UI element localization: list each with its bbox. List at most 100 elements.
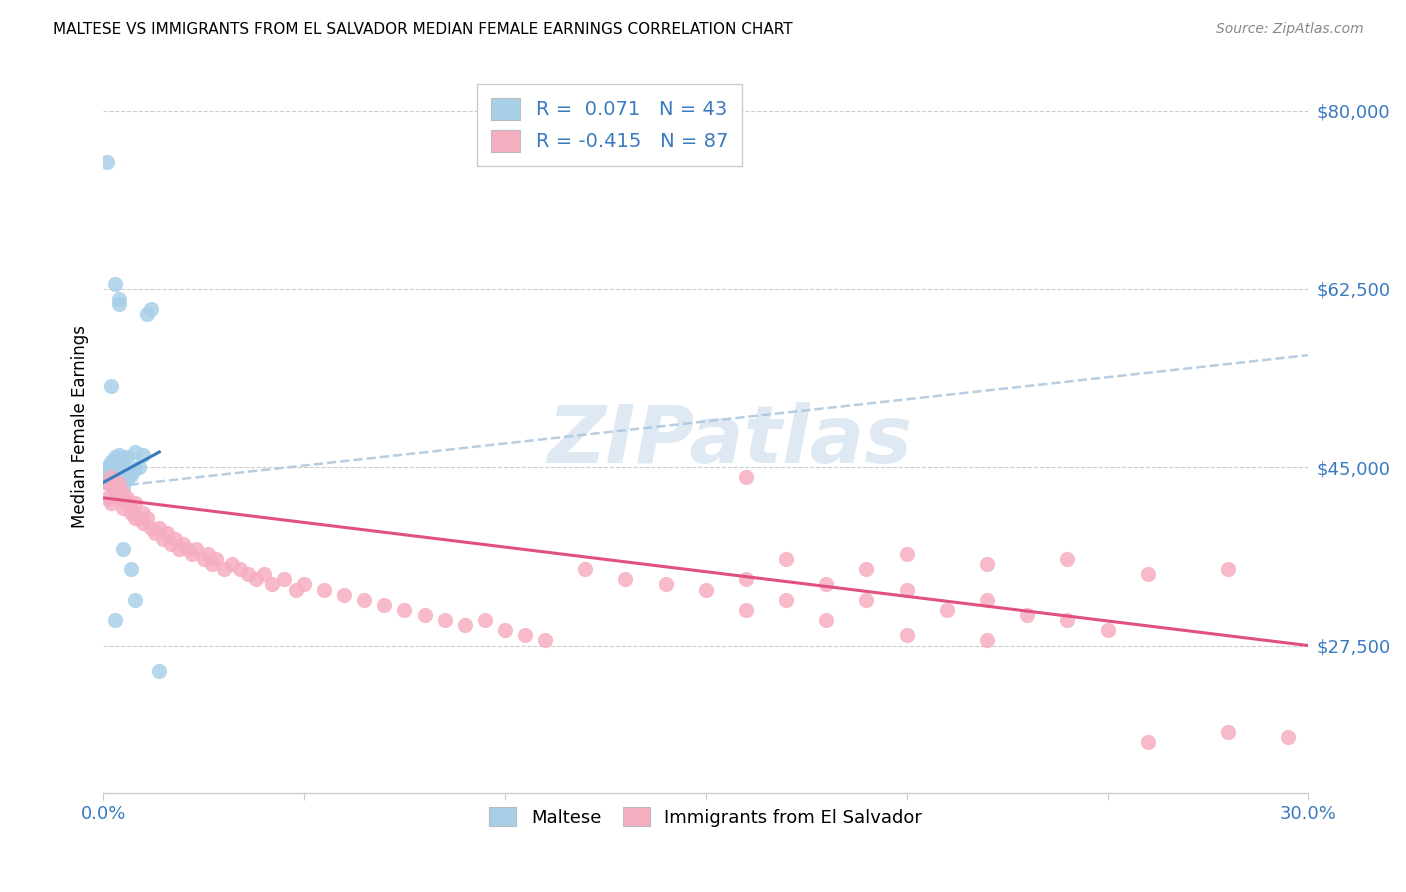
Point <box>112 541 135 556</box>
Point <box>1277 731 1299 745</box>
Point <box>124 496 146 510</box>
Point <box>108 297 131 311</box>
Point <box>513 628 536 642</box>
Point <box>100 496 122 510</box>
Point <box>108 292 131 306</box>
Point <box>128 460 150 475</box>
Point <box>96 475 118 490</box>
Point <box>96 154 118 169</box>
Point <box>128 511 150 525</box>
Point <box>253 567 276 582</box>
Point <box>115 450 138 464</box>
Point <box>494 624 516 638</box>
Point <box>815 577 838 591</box>
Point <box>112 452 135 467</box>
Point <box>100 470 122 484</box>
Point <box>148 521 170 535</box>
Point <box>236 567 259 582</box>
Point <box>169 541 191 556</box>
Point <box>1216 562 1239 576</box>
Point <box>976 633 998 648</box>
Point <box>1216 725 1239 739</box>
Point <box>574 562 596 576</box>
Point <box>112 501 135 516</box>
Point <box>132 506 155 520</box>
Point <box>108 448 131 462</box>
Point <box>197 547 219 561</box>
Point <box>104 475 127 490</box>
Point <box>96 466 118 480</box>
Point <box>353 592 375 607</box>
Point <box>160 536 183 550</box>
Point <box>104 485 127 500</box>
Point <box>735 572 758 586</box>
Point <box>104 460 127 475</box>
Text: ZIPatlas: ZIPatlas <box>547 402 912 480</box>
Point <box>156 526 179 541</box>
Point <box>108 491 131 505</box>
Point <box>112 481 135 495</box>
Point <box>108 470 131 484</box>
Point <box>373 598 395 612</box>
Point <box>100 475 122 490</box>
Point <box>394 603 416 617</box>
Point <box>120 468 142 483</box>
Point <box>201 557 224 571</box>
Point <box>100 469 122 483</box>
Point <box>100 458 122 473</box>
Point <box>100 474 122 488</box>
Point <box>120 562 142 576</box>
Point <box>152 532 174 546</box>
Point <box>104 481 127 495</box>
Point <box>1097 624 1119 638</box>
Point <box>148 664 170 678</box>
Point <box>100 467 122 482</box>
Point <box>896 547 918 561</box>
Point <box>695 582 717 597</box>
Point <box>136 307 159 321</box>
Point <box>775 592 797 607</box>
Point <box>285 582 308 597</box>
Point <box>115 496 138 510</box>
Point <box>333 588 356 602</box>
Point <box>314 582 336 597</box>
Point <box>115 473 138 487</box>
Point <box>100 455 122 469</box>
Point <box>1056 613 1078 627</box>
Point <box>413 607 436 622</box>
Point <box>120 466 142 480</box>
Point <box>132 516 155 531</box>
Point <box>176 541 198 556</box>
Legend: Maltese, Immigrants from El Salvador: Maltese, Immigrants from El Salvador <box>481 797 931 836</box>
Point <box>245 572 267 586</box>
Point <box>100 462 122 476</box>
Point <box>96 464 118 478</box>
Point <box>96 468 118 483</box>
Point <box>108 475 131 490</box>
Point <box>896 582 918 597</box>
Point <box>100 461 122 475</box>
Point <box>96 491 118 505</box>
Point <box>855 562 877 576</box>
Point <box>108 458 131 473</box>
Point <box>104 466 127 480</box>
Text: Source: ZipAtlas.com: Source: ZipAtlas.com <box>1216 22 1364 37</box>
Point <box>221 557 243 571</box>
Point <box>260 577 283 591</box>
Point <box>104 455 127 469</box>
Point <box>896 628 918 642</box>
Point <box>935 603 957 617</box>
Point <box>180 547 202 561</box>
Point <box>104 468 127 483</box>
Text: MALTESE VS IMMIGRANTS FROM EL SALVADOR MEDIAN FEMALE EARNINGS CORRELATION CHART: MALTESE VS IMMIGRANTS FROM EL SALVADOR M… <box>53 22 793 37</box>
Point <box>212 562 235 576</box>
Point <box>108 478 131 492</box>
Point <box>735 470 758 484</box>
Point <box>273 572 295 586</box>
Point <box>100 478 122 492</box>
Point <box>775 552 797 566</box>
Point <box>104 277 127 291</box>
Point <box>136 511 159 525</box>
Point <box>534 633 557 648</box>
Point <box>204 552 226 566</box>
